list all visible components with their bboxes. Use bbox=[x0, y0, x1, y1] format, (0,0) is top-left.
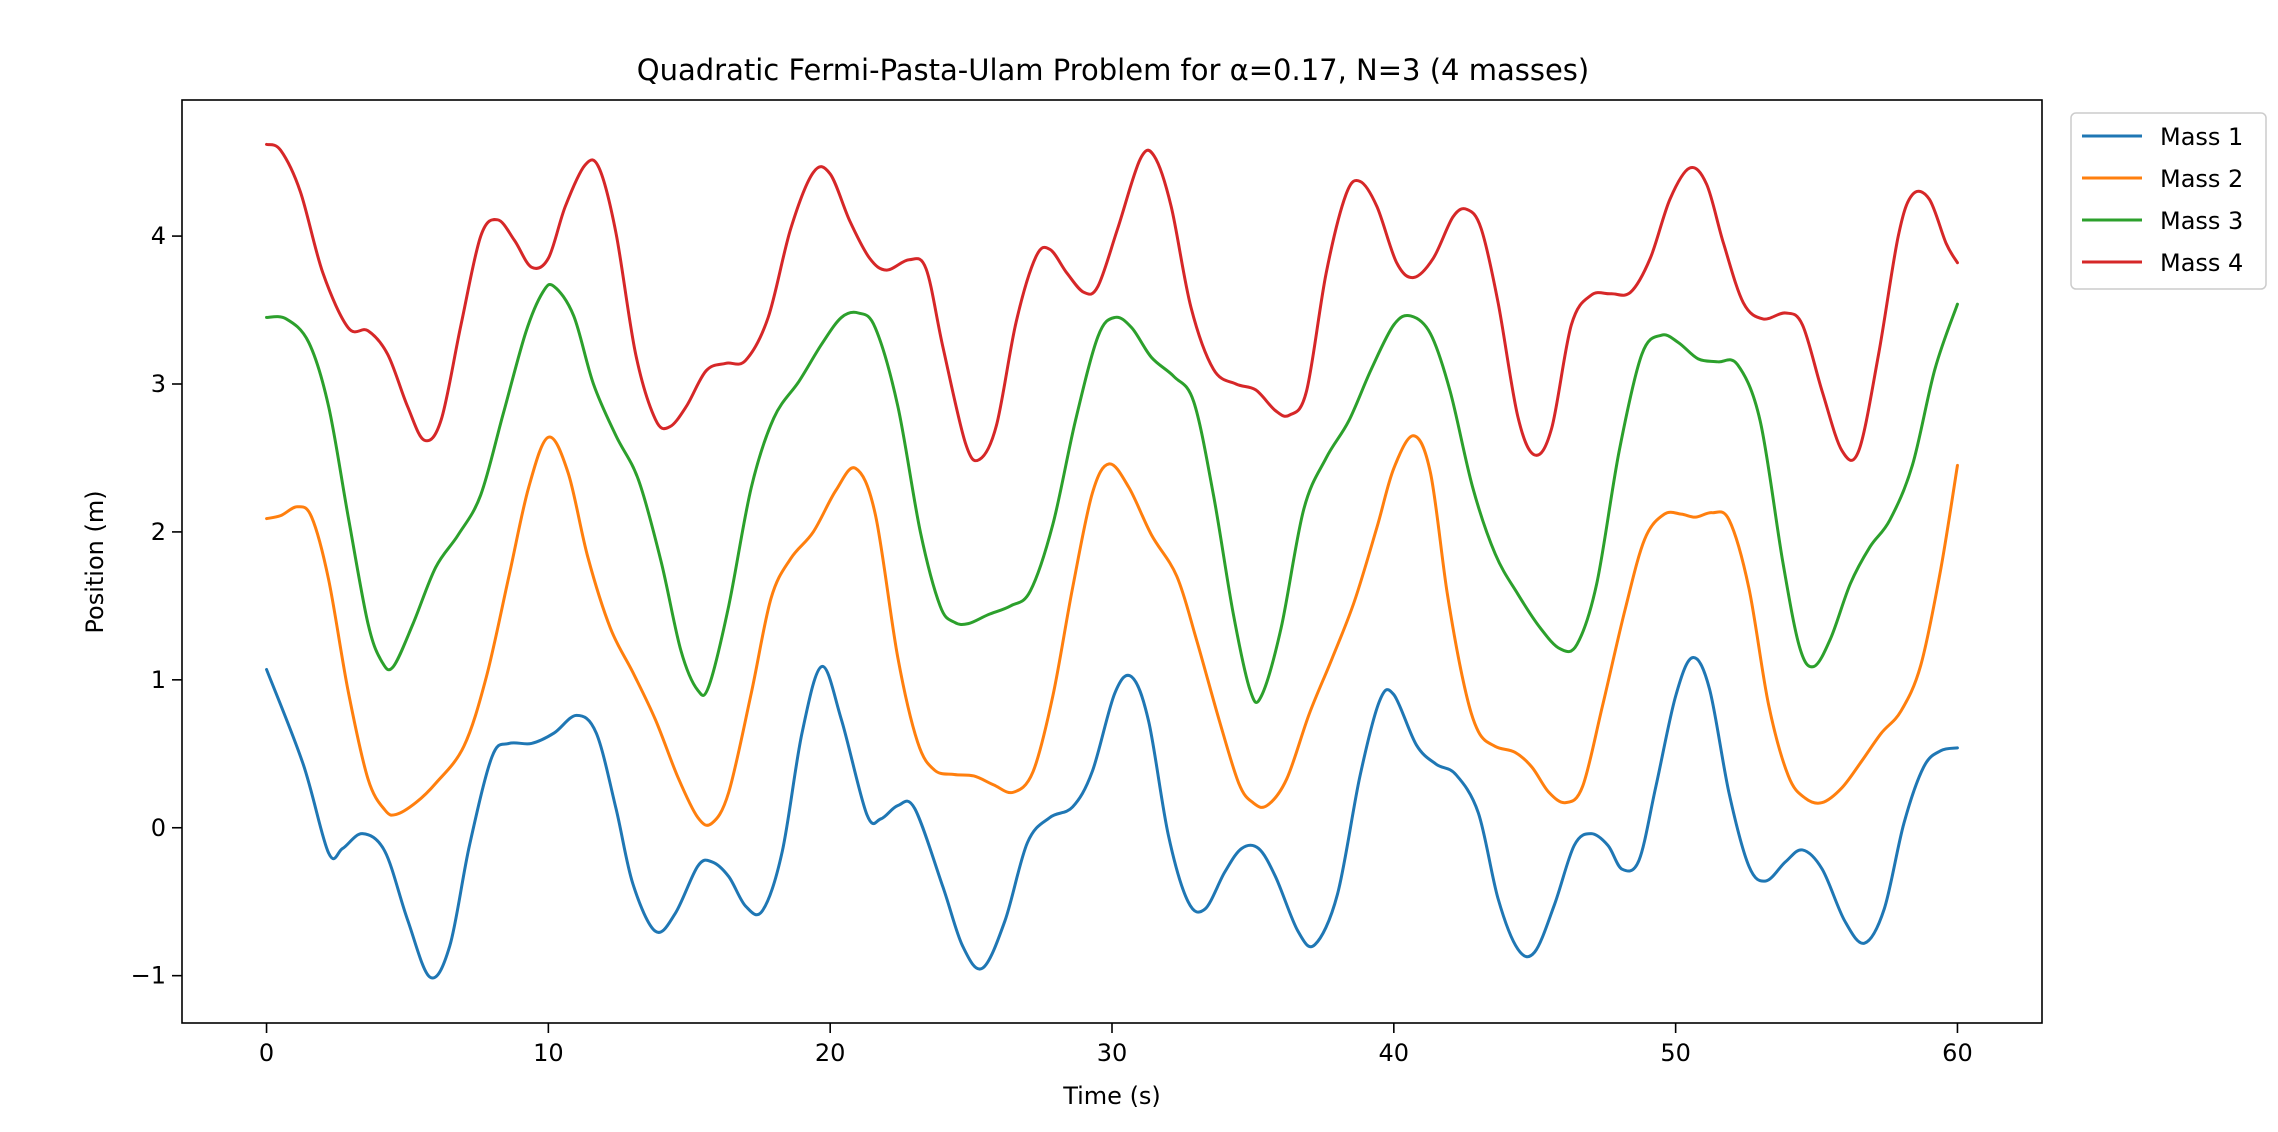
chart-title: Quadratic Fermi-Pasta-Ulam Problem for α… bbox=[637, 53, 1589, 87]
x-tick-label: 50 bbox=[1660, 1039, 1691, 1067]
x-tick-label: 40 bbox=[1379, 1039, 1410, 1067]
y-tick-label: 4 bbox=[151, 222, 166, 250]
legend-label-mass-3: Mass 3 bbox=[2160, 207, 2243, 235]
x-tick-label: 20 bbox=[815, 1039, 846, 1067]
series-line-mass-4 bbox=[265, 142, 1959, 463]
x-tick-label: 0 bbox=[259, 1039, 274, 1067]
y-tick-label: 3 bbox=[151, 370, 166, 398]
series-line-mass-2 bbox=[265, 434, 1959, 827]
legend-label-mass-1: Mass 1 bbox=[2160, 123, 2243, 151]
series-line-mass-1 bbox=[265, 656, 1959, 980]
y-tick-label: 2 bbox=[151, 518, 166, 546]
legend-label-mass-2: Mass 2 bbox=[2160, 165, 2243, 193]
x-tick-label: 10 bbox=[533, 1039, 564, 1067]
legend-label-mass-4: Mass 4 bbox=[2160, 249, 2243, 277]
y-axis-label: Position (m) bbox=[81, 490, 109, 633]
legend: Mass 1 Mass 2 Mass 3 Mass 4 bbox=[2070, 112, 2267, 290]
y-axis: −1 0 1 2 3 4 bbox=[131, 222, 182, 990]
y-tick-label: 1 bbox=[151, 666, 166, 694]
y-tick-label: −1 bbox=[131, 962, 166, 990]
x-tick-label: 60 bbox=[1942, 1039, 1973, 1067]
x-tick-label: 30 bbox=[1097, 1039, 1128, 1067]
series-line-mass-3 bbox=[265, 283, 1959, 704]
series-layer bbox=[265, 142, 1959, 980]
x-axis-label: Time (s) bbox=[1062, 1082, 1161, 1110]
y-tick-label: 0 bbox=[151, 814, 166, 842]
legend-frame bbox=[2070, 112, 2267, 290]
x-axis: 0 10 20 30 40 50 60 bbox=[259, 1023, 1973, 1067]
